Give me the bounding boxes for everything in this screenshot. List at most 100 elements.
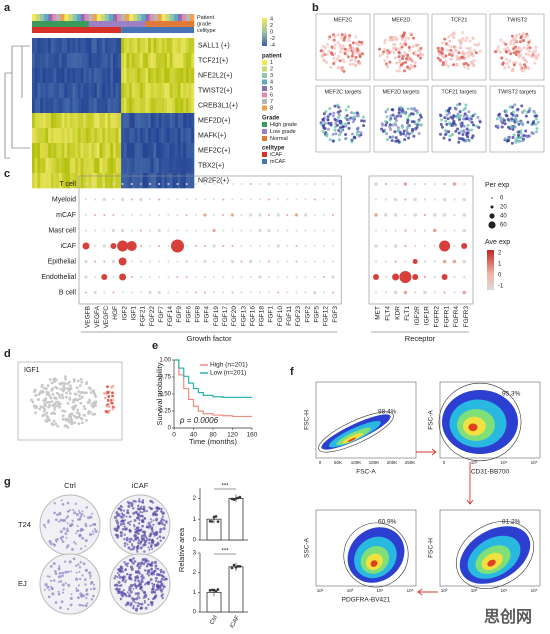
heatmap-cell (156, 83, 160, 99)
dot (268, 198, 270, 201)
swatch (262, 86, 267, 91)
dendrogram (4, 45, 30, 159)
tsne-point (402, 132, 406, 136)
gene-label: FGF9 (176, 306, 183, 323)
heatmap-cell (50, 53, 54, 69)
heatmap-cell (107, 143, 111, 159)
heatmap-cell (104, 38, 108, 54)
dot (413, 213, 418, 217)
dot (130, 183, 133, 185)
annotation-cell (165, 21, 170, 27)
tsne-point (439, 114, 443, 118)
heatmap-cell (156, 53, 160, 69)
dot (453, 213, 456, 217)
dot (157, 290, 161, 295)
gene-label: IGF2 (121, 306, 128, 321)
heatmap-cell (123, 173, 127, 189)
heatmap-cell (86, 128, 89, 144)
heatmap-cell (169, 38, 173, 54)
colony (158, 585, 162, 589)
tsne-point (111, 391, 114, 395)
tsne-point (471, 36, 475, 40)
annotation-cell (157, 21, 162, 27)
heatmap-cell (185, 143, 189, 159)
heatmap-cell (80, 53, 84, 69)
tsne-point (441, 41, 445, 45)
label: MEF2C targets (325, 89, 362, 95)
dot (384, 213, 388, 217)
colony (132, 606, 135, 610)
heatmap-cell (94, 173, 98, 189)
heatmap-cell (110, 53, 114, 69)
heatmap-cell (86, 98, 89, 114)
gene-label: FGF12 (323, 306, 330, 327)
x-tick-label: 10³ (471, 588, 478, 593)
tsne-point (361, 115, 365, 119)
heatmap-cell (169, 158, 173, 174)
heatmap-cell (134, 98, 138, 114)
tsne-point (513, 103, 517, 107)
tsne-point (446, 108, 450, 112)
tsne-point (333, 43, 337, 47)
tsne-point (465, 36, 469, 40)
heatmap-cell (34, 68, 38, 84)
colony (127, 546, 131, 550)
point (210, 588, 214, 592)
colony (150, 590, 154, 594)
heatmap-cell (164, 68, 168, 84)
colony (155, 567, 158, 570)
annotation-cell (165, 14, 170, 21)
colony (44, 526, 47, 529)
heatmap-cell (142, 98, 146, 114)
colony (152, 523, 155, 526)
tsne-point (406, 65, 410, 69)
gene-label: FGF18 (259, 306, 266, 327)
heatmap-cell (32, 53, 35, 69)
tsne-point (394, 38, 398, 42)
gene-label: FLT1 (404, 306, 411, 321)
heatmap-cell (45, 143, 49, 159)
tsne-point (92, 389, 96, 393)
colony (140, 519, 144, 523)
dot (286, 260, 289, 263)
heatmap-cell (104, 98, 108, 114)
annotation-cell (161, 21, 166, 27)
heatmap-cell (134, 128, 138, 144)
tsne-point (407, 36, 411, 40)
colony (143, 550, 146, 553)
colony (137, 517, 140, 520)
colony (43, 588, 46, 591)
colony (72, 541, 76, 544)
tsne-point (337, 113, 341, 117)
heatmap-cell (142, 83, 146, 99)
heatmap-cell (56, 143, 60, 159)
colony (81, 528, 85, 532)
colony (141, 530, 145, 534)
dot (295, 183, 298, 185)
heatmap-cell (45, 53, 49, 69)
annotation-cell (129, 14, 134, 21)
colony (135, 609, 138, 612)
tsne-point (321, 130, 325, 134)
colony (92, 587, 96, 591)
heatmap-cell (113, 83, 116, 99)
colony (136, 576, 140, 580)
colony (59, 606, 62, 610)
dot (194, 229, 197, 232)
heatmap-cell (142, 68, 146, 84)
colony (127, 595, 131, 598)
dot (462, 228, 467, 233)
colony (77, 584, 80, 587)
colony (140, 561, 143, 564)
colony (50, 579, 53, 582)
heatmap-cell (185, 53, 189, 69)
dot (249, 213, 253, 217)
dot (103, 291, 106, 294)
heatmap-cell (88, 173, 92, 189)
heatmap-cell (42, 38, 46, 54)
label: 6 (270, 92, 273, 98)
dot (404, 260, 407, 263)
label: NR2F2(+) (198, 177, 229, 184)
tsne-point (341, 125, 345, 129)
tsne-point (380, 122, 384, 126)
